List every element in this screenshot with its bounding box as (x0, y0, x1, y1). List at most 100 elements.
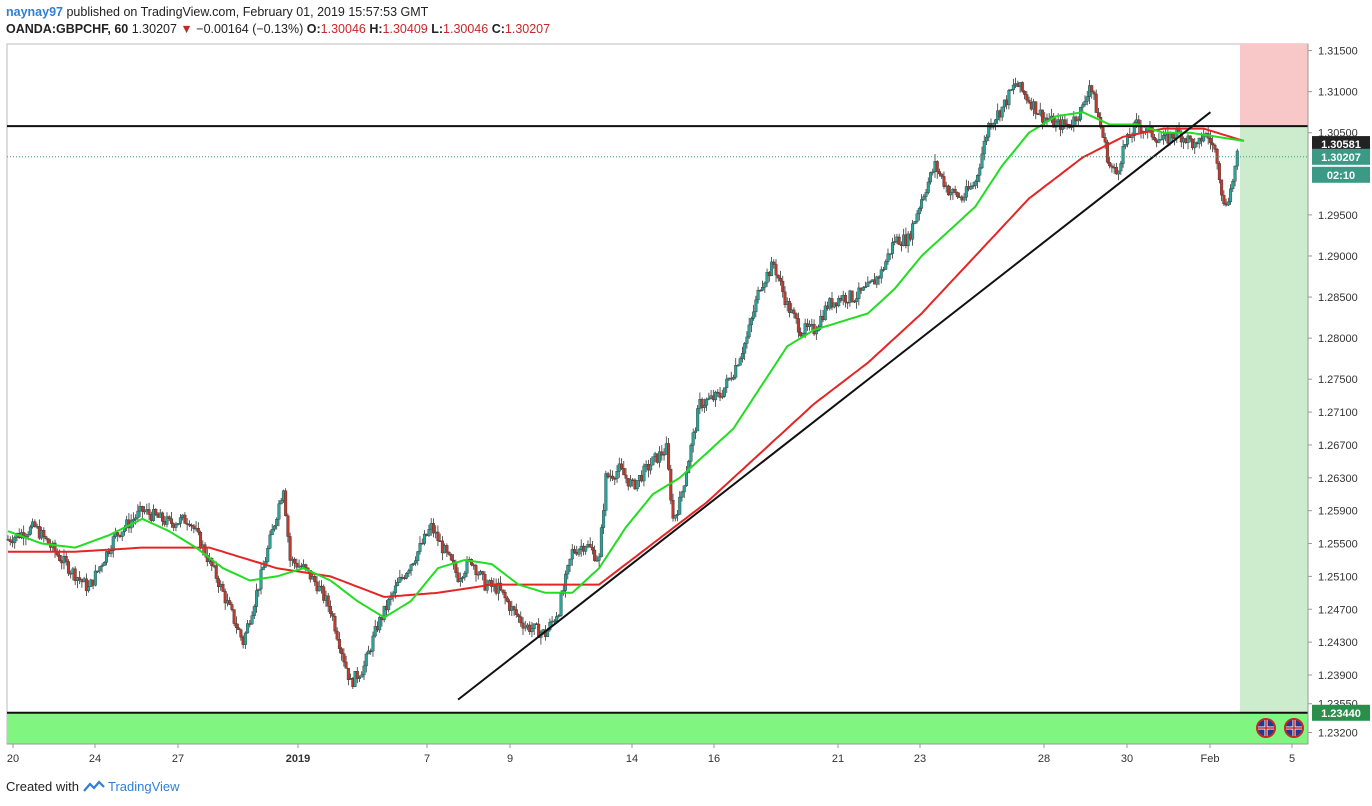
candle-body (342, 653, 346, 663)
candle-body (942, 176, 946, 187)
candle-body (44, 536, 48, 539)
candle-body (552, 620, 556, 623)
candle-body (1027, 99, 1031, 103)
candle-body (926, 181, 930, 193)
candle-body (364, 653, 368, 667)
candle-body (295, 562, 299, 568)
candle-body (1020, 82, 1024, 92)
candle-body (286, 515, 290, 537)
candle-body (187, 524, 191, 526)
candle-body (1076, 119, 1080, 122)
candle-body (1208, 137, 1212, 144)
candle-body (373, 626, 377, 637)
candle-body (705, 399, 709, 406)
candle-body (1063, 119, 1067, 125)
candle-body (409, 564, 413, 571)
price-tick-label: 1.29000 (1318, 251, 1358, 263)
candle-body (528, 624, 532, 633)
candle-body (58, 554, 62, 561)
candle-body (532, 623, 536, 630)
current-price-tag (1312, 148, 1370, 165)
candle-body (174, 524, 178, 528)
candle-body (593, 549, 597, 561)
candle-body (360, 674, 364, 678)
candle-body (649, 464, 653, 471)
candle-body (622, 468, 626, 476)
candle-body (447, 551, 451, 555)
candle-body (465, 559, 469, 574)
uk-flag-icon (1256, 718, 1276, 738)
candle-body (371, 635, 375, 652)
candle-body (993, 119, 997, 124)
candle-body (1159, 138, 1163, 141)
candle-body (752, 311, 756, 319)
candle-body (1108, 162, 1112, 167)
candle-body (293, 558, 297, 564)
candle-body (720, 396, 724, 398)
tradingview-brand[interactable]: TradingView (108, 779, 180, 794)
candle-body (1121, 146, 1125, 164)
candle-body (971, 185, 975, 187)
low-label: L: (431, 22, 444, 36)
candle-body (1045, 117, 1049, 120)
candle-body (893, 241, 897, 243)
candle-body (702, 404, 706, 408)
candle-body (328, 606, 332, 614)
candle-body (1040, 109, 1044, 123)
candle-body (405, 573, 409, 579)
support-zone (7, 712, 1308, 744)
candle-body (982, 140, 986, 155)
tradingview-logo-icon[interactable] (82, 780, 105, 797)
open-value: 1.30046 (320, 22, 366, 36)
candle-body (514, 609, 518, 615)
candle-body (667, 443, 671, 470)
candle-body (456, 572, 460, 582)
candle-body (183, 514, 187, 524)
candle-body (1114, 167, 1118, 175)
time-tick-label: 30 (1121, 753, 1133, 765)
candle-body (1105, 141, 1109, 163)
candle-body (604, 473, 608, 511)
candle-body (288, 536, 292, 561)
candle-body (781, 280, 785, 293)
candle-body (427, 529, 431, 536)
candle-body (304, 564, 308, 569)
candle-body (779, 277, 783, 282)
created-with-text: Created with (6, 779, 79, 794)
candle-body (422, 533, 426, 544)
candle-body (116, 532, 120, 536)
candle-body (1211, 142, 1215, 146)
candle-body (192, 525, 196, 529)
candle-body (651, 456, 655, 466)
candle-body (691, 432, 695, 446)
chart-header: naynay97 published on TradingView.com, F… (6, 4, 550, 38)
candle-body (1092, 91, 1096, 95)
candle-body (105, 551, 109, 563)
candle-body (331, 613, 335, 617)
price-tick-label: 1.23900 (1318, 670, 1358, 682)
candle-body (857, 287, 861, 299)
candle-body (398, 576, 402, 583)
candle-body (1229, 188, 1233, 203)
candle-body (165, 516, 169, 525)
candle-body (864, 286, 868, 288)
candle-body (577, 549, 581, 555)
candle-body (1119, 163, 1123, 172)
candle-body (362, 665, 366, 676)
candle-body (266, 548, 270, 562)
candle-body (490, 580, 494, 587)
candle-body (66, 561, 70, 574)
candle-body (1036, 113, 1040, 116)
candle-body (33, 521, 37, 527)
candle-body (736, 364, 740, 367)
candle-body (250, 615, 254, 625)
candle-body (635, 480, 639, 490)
candle-body (584, 546, 588, 552)
candle-body (1061, 119, 1065, 130)
author-link[interactable]: naynay97 (6, 5, 63, 19)
symbol-label[interactable]: OANDA:GBPCHF, 60 (6, 22, 129, 36)
open-label: O: (306, 22, 321, 36)
candle-body (707, 397, 711, 400)
candle-body (890, 242, 894, 254)
